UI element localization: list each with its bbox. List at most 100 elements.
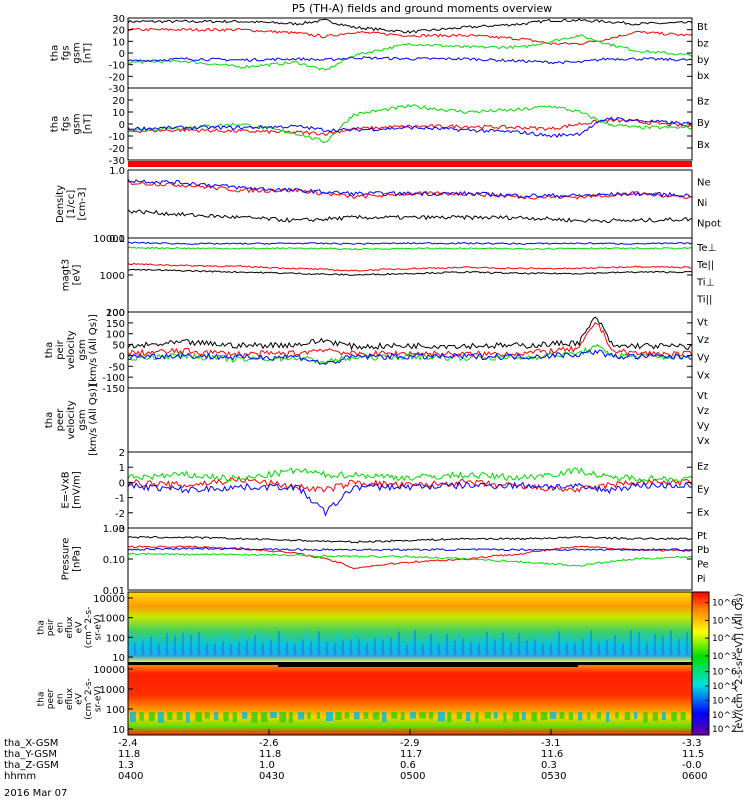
ytick-label-fgs-gsm-0: 30 xyxy=(112,14,125,25)
spec-ylabel-0-0: tha xyxy=(37,620,47,635)
ion-streak-52 xyxy=(338,632,340,655)
ion-streak-123 xyxy=(622,643,624,655)
electron-streak-2 xyxy=(148,712,155,721)
ion-streak-24 xyxy=(226,632,228,655)
xaxis-value-3-2: 0500 xyxy=(400,771,425,782)
ion-streak-95 xyxy=(510,642,512,655)
ion-streak-40 xyxy=(290,640,292,655)
spec-ytick-label-1-0: 10000 xyxy=(93,665,125,676)
series-peir-velocity-1 xyxy=(127,321,693,359)
ion-streak-33 xyxy=(262,643,264,655)
electron-streak-0 xyxy=(130,712,136,723)
colorbar-tick-label-ticks_lower-3: 10^3 xyxy=(712,711,737,721)
xaxis-value-3-3: 0530 xyxy=(541,771,566,782)
panel-peir-en-eflux-axes: 10000 1000 100 10 tha peir en eflux eV (cm^2-s-sr… xyxy=(37,594,133,664)
series-temperature-1 xyxy=(127,268,693,276)
ion-streak-109 xyxy=(566,643,568,655)
xaxis-value-3-1: 0430 xyxy=(259,771,284,782)
legend-pressure-0: Pt xyxy=(697,531,707,542)
ion-streak-65 xyxy=(390,637,392,655)
electron-streak-13 xyxy=(251,712,258,723)
ion-streak-102 xyxy=(538,634,540,655)
spec-ylabel-1-2: en xyxy=(56,693,66,704)
ion-streak-94 xyxy=(506,635,508,655)
ion-streak-101 xyxy=(534,639,536,655)
xaxis-value-0-0: -2.4 xyxy=(118,738,138,749)
panel-peer-velocity: tha peer velocity gsm [km/s (All Qs)] Vt Vz Vy V… xyxy=(44,384,710,456)
ion-streak-60 xyxy=(370,640,372,655)
ion-streak-55 xyxy=(350,639,352,655)
ytick-label-peir-velocity-2: 100 xyxy=(106,330,125,341)
ylabel-pressure-0: Pressure xyxy=(61,538,72,581)
legend-fgs-gsm-coupled-1: By xyxy=(697,118,710,129)
ion-streak-135 xyxy=(670,630,672,655)
ion-streak-5 xyxy=(150,636,152,655)
ytick-label-temperature-1: 1000 xyxy=(100,271,125,282)
panel-frame-peer-velocity xyxy=(127,387,693,453)
ylabel-density-1: [1/cc] xyxy=(66,190,77,219)
series-electric-field-1 xyxy=(127,467,693,483)
colorbar-tick-label-ticks_upper-3: 10^3 xyxy=(712,652,737,662)
ion-streak-53 xyxy=(342,640,344,655)
ylabel-peir-velocity-0: tha xyxy=(44,342,55,358)
ytick-label-fgs-gsm-coupled-2: 0 xyxy=(119,120,125,131)
ion-streak-117 xyxy=(598,643,600,655)
electron-streak-31 xyxy=(419,712,426,719)
ytick-label-fgs-gsm-coupled-4: -20 xyxy=(109,144,125,155)
electron-streak-58 xyxy=(671,712,677,722)
ion-streak-107 xyxy=(558,631,560,655)
spec-ylabel-1-0: tha xyxy=(37,692,47,707)
xaxis-row-label-1: tha_Y-GSM xyxy=(4,749,57,760)
xaxis-value-0-4: -3.3 xyxy=(682,738,702,749)
series-fgs-gsm-3 xyxy=(127,56,693,65)
ion-streak-39 xyxy=(286,642,288,655)
ion-streak-100 xyxy=(530,642,532,655)
electron-streak-44 xyxy=(540,712,548,720)
ion-streak-96 xyxy=(514,644,516,655)
ion-streak-7 xyxy=(158,644,160,655)
electron-streak-45 xyxy=(550,712,557,719)
electron-streak-52 xyxy=(615,712,619,719)
electron-streak-29 xyxy=(400,712,405,720)
colorbar-tick-label-ticks_upper-0: 10^6 xyxy=(712,599,737,609)
ion-streak-9 xyxy=(166,633,168,655)
legend-peir-velocity-1: Vz xyxy=(697,335,709,346)
ylabel-pressure-1: [nPa] xyxy=(72,546,83,572)
ion-streak-17 xyxy=(198,632,200,655)
spec-ylabel-1-3: eflux xyxy=(65,687,75,710)
xaxis-value-2-3: 0.3 xyxy=(541,760,557,771)
xaxis-value-1-2: 11.7 xyxy=(400,749,422,760)
xaxis-value-0-3: -3.1 xyxy=(541,738,561,749)
ylabel-electric-field-0: E=-VxB xyxy=(61,471,72,508)
series-pressure-0 xyxy=(127,535,693,544)
spec-ytick-label-0-1: 1000 xyxy=(100,614,125,625)
ion-streak-19 xyxy=(206,643,208,655)
electron-streak-24 xyxy=(354,712,360,720)
ion-streak-71 xyxy=(414,630,416,655)
spec-ylabel-0-3: eflux xyxy=(65,616,75,639)
ion-streak-74 xyxy=(426,640,428,655)
ytick-label-fgs-gsm-coupled-0: 20 xyxy=(112,96,125,107)
electron-streak-17 xyxy=(288,712,293,723)
panel-pressure: 1.00 0.10 0.01 Pressure [nPa] Pt Pb Pe Pi xyxy=(61,524,710,597)
ytick-label-density-1: 0.1 xyxy=(109,234,125,245)
ytick-label-fgs-gsm-coupled-5: -30 xyxy=(109,156,125,167)
colorbar-tick-label-ticks_lower-2: 10^4 xyxy=(712,696,737,706)
electron-streak-37 xyxy=(475,712,479,723)
ion-spectrogram xyxy=(127,591,693,664)
panel-frame-peir-velocity xyxy=(127,311,693,389)
ion-streak-73 xyxy=(422,644,424,655)
legend-peer-velocity-0: Vt xyxy=(697,391,708,402)
ion-streak-11 xyxy=(174,635,176,655)
electron-streak-15 xyxy=(270,712,277,718)
ion-streak-91 xyxy=(494,639,496,655)
legend-peer-velocity-1: Vz xyxy=(697,406,709,417)
ylabel-fgs-gsm-coupled-2: gsm xyxy=(72,113,83,134)
ion-streak-4 xyxy=(146,636,148,655)
spec-ytick-label-1-2: 100 xyxy=(106,705,125,716)
electron-streak-6 xyxy=(186,712,190,723)
electron-gap-marker xyxy=(278,664,578,667)
electron-streak-11 xyxy=(232,712,237,722)
electron-streak-9 xyxy=(214,712,219,720)
ion-streak-22 xyxy=(218,635,220,655)
